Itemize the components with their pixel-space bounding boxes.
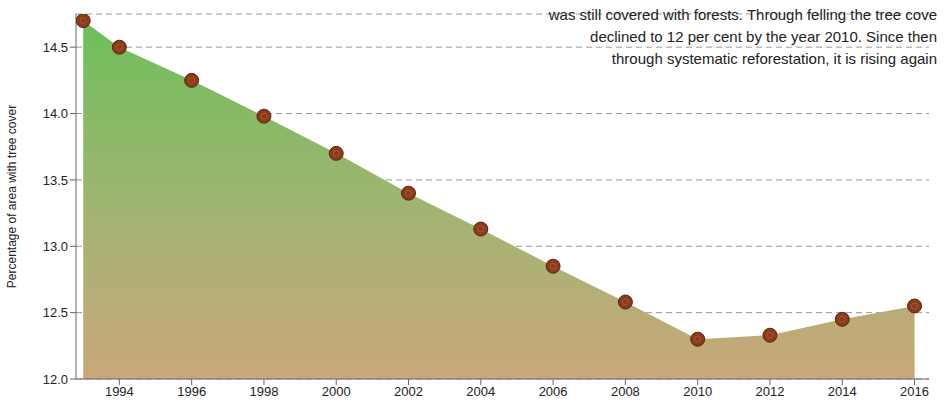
html-text:through systematic reforestati: through systematic reforestation, it is … bbox=[611, 50, 937, 67]
svg-text:13.0: 13.0 bbox=[43, 239, 68, 254]
svg-text:1994: 1994 bbox=[105, 384, 134, 399]
svg-text:2010: 2010 bbox=[683, 384, 712, 399]
svg-text:2014: 2014 bbox=[828, 384, 857, 399]
svg-text:2002: 2002 bbox=[394, 384, 423, 399]
svg-text:2000: 2000 bbox=[322, 384, 351, 399]
svg-text:2008: 2008 bbox=[611, 384, 640, 399]
html-text:was still covered with forests: was still covered with forests. Through … bbox=[548, 6, 937, 23]
svg-text:13.5: 13.5 bbox=[43, 173, 68, 188]
svg-text:Percentage of area with tree c: Percentage of area with tree cover bbox=[5, 105, 19, 288]
svg-text:14.0: 14.0 bbox=[43, 106, 68, 121]
svg-text:2016: 2016 bbox=[900, 384, 929, 399]
svg-text:1996: 1996 bbox=[177, 384, 206, 399]
svg-text:2004: 2004 bbox=[466, 384, 495, 399]
html-text:declined to 12 per cent by the: declined to 12 per cent by the year 2010… bbox=[590, 28, 937, 45]
svg-text:1998: 1998 bbox=[249, 384, 278, 399]
svg-text:2012: 2012 bbox=[756, 384, 785, 399]
svg-text:12.0: 12.0 bbox=[43, 372, 68, 387]
svg-text:12.5: 12.5 bbox=[43, 305, 68, 320]
svg-text:14.5: 14.5 bbox=[43, 40, 68, 55]
svg-text:2006: 2006 bbox=[539, 384, 568, 399]
